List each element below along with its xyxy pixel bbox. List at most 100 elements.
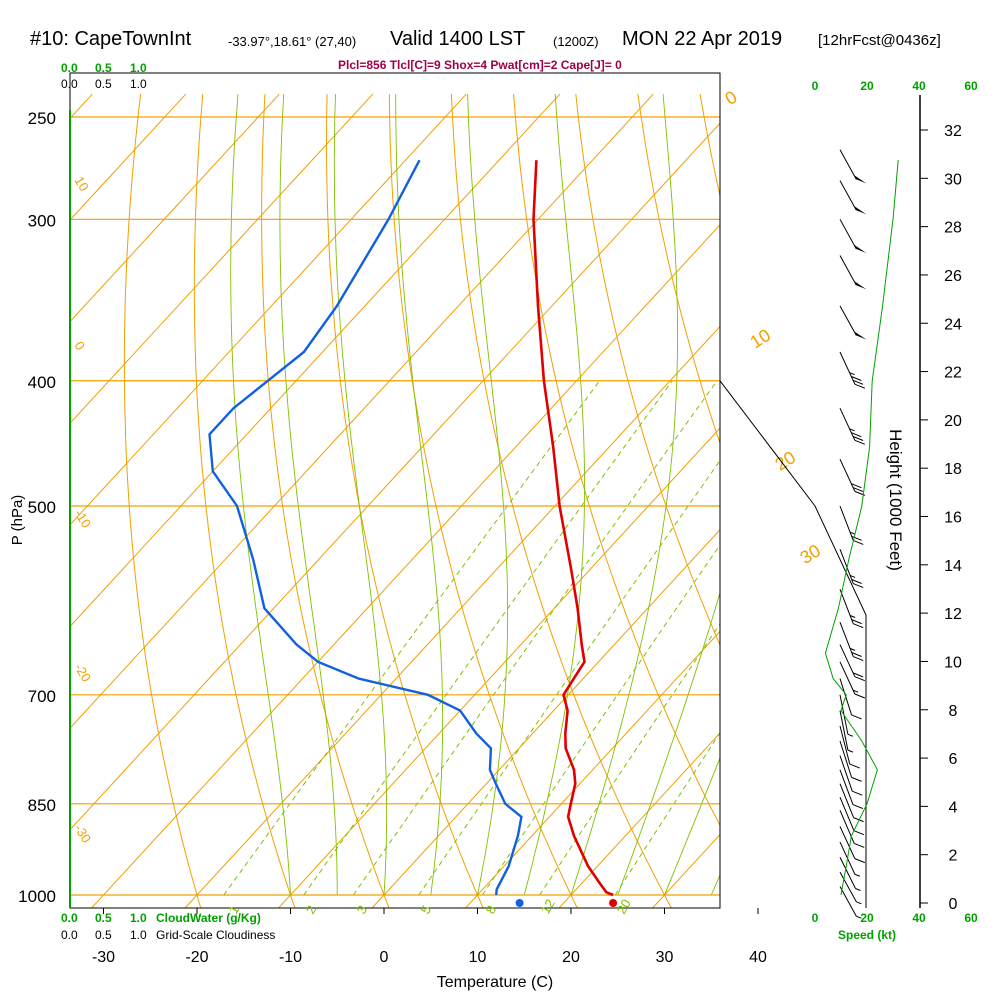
height-tick-label: 26	[944, 268, 962, 285]
speed-bottom-tick: 60	[964, 911, 978, 925]
speed-bottom-tick: 20	[860, 911, 874, 925]
dry-adiabat-line	[388, 94, 578, 908]
moist-adiabat-line	[395, 94, 444, 896]
cloudwater-title: CloudWater (g/Kg)	[156, 911, 261, 925]
moist-adiabat-line	[523, 94, 586, 896]
isotherm-line	[277, 427, 720, 908]
wind-barb	[839, 549, 864, 589]
height-tick-label: 0	[949, 896, 958, 913]
height-tick-label: 12	[944, 606, 962, 623]
speed-top-tick: 20	[860, 79, 874, 93]
temperature-line	[532, 160, 614, 897]
speed-top-tick: 40	[912, 79, 926, 93]
height-tick-label: 6	[949, 751, 958, 768]
dry-adiabat-line	[123, 94, 202, 908]
x-tick-label: -30	[92, 949, 115, 966]
wind-barb	[839, 694, 854, 737]
height-tick-label: 14	[944, 558, 962, 575]
isotherm-line	[70, 93, 654, 729]
wind-barb	[839, 810, 865, 848]
dry-adiabat-line	[575, 94, 720, 646]
height-tick-label: 18	[944, 461, 962, 478]
speed-top-tick: 0	[812, 79, 819, 93]
y-axis-label: P (hPa)	[9, 495, 26, 546]
valid-time: Valid 1400 LST	[390, 28, 526, 50]
height-tick-label: 10	[944, 654, 962, 671]
wind-barb	[839, 857, 861, 891]
isotherm-line	[70, 93, 561, 628]
dry-adiabat-line	[261, 94, 390, 908]
plot-frame	[69, 72, 721, 909]
x-tick-label: 10	[469, 949, 487, 966]
wind-barb	[839, 769, 864, 810]
wind-barb	[839, 180, 867, 215]
surface-temperature-marker	[609, 899, 618, 907]
wind-barb	[839, 725, 860, 769]
isotherm-line	[558, 732, 720, 908]
isotherm-line	[70, 122, 720, 831]
dry-adiabat-line	[637, 94, 720, 445]
height-tick-label: 8	[949, 703, 958, 720]
wind-speed-line	[824, 160, 899, 896]
mixing-ratio-line	[352, 380, 718, 896]
wind-barb	[839, 589, 864, 629]
y-tick-label: 400	[28, 373, 56, 392]
dry-adiabat-line	[762, 94, 1000, 922]
isotherm-line	[70, 93, 374, 424]
zulu-time: (1200Z)	[553, 34, 599, 49]
dewpoint-line	[208, 159, 523, 896]
cloudiness-bottom-tick: 0.0	[61, 928, 78, 942]
dry-adiabat-line	[513, 94, 720, 827]
moist-adiabat-line	[279, 94, 338, 896]
cloudwater-bottom-tick: 0.5	[95, 911, 112, 925]
mixing-ratio-label: 3	[354, 903, 371, 917]
cloudiness-top-tick: 0.0	[61, 77, 78, 91]
moist-adiabat-line	[467, 94, 509, 896]
dry-adiabat-line	[450, 94, 672, 908]
sounding-series	[208, 159, 618, 907]
moist-adiabat-line	[333, 94, 388, 896]
height-tick-label: 30	[944, 171, 962, 188]
wind-barb	[839, 710, 854, 753]
x-axis-label: Temperature (C)	[437, 974, 553, 991]
moist-adiabat-line	[230, 94, 291, 896]
height-tick-label: 28	[944, 220, 962, 237]
cloudwater-top-tick: 1.0	[130, 61, 147, 75]
height-tick-label: 2	[949, 848, 958, 865]
dry-adiabat-label: 10	[71, 174, 91, 194]
isotherm-line	[70, 93, 280, 323]
cloudiness-title: Grid-Scale Cloudiness	[156, 928, 275, 942]
wind-barb	[839, 458, 866, 496]
cloudwater-top-tick: 0.0	[61, 61, 78, 75]
mixing-ratio-label: 5	[418, 903, 435, 917]
wind-barb	[839, 826, 866, 864]
isotherm-label: 20	[772, 447, 800, 475]
y-tick-label: 500	[28, 498, 56, 517]
moist-adiabat-line	[570, 94, 679, 896]
isotherm-line	[651, 833, 720, 908]
wind-barb	[839, 219, 867, 254]
dry-adiabat-line	[325, 94, 484, 908]
isotherm-label: 30	[797, 540, 825, 568]
wind-barb	[839, 871, 862, 905]
mixing-ratio-label: 2	[303, 903, 320, 917]
wind-barb	[839, 505, 864, 545]
cloudiness-top-tick: 0.5	[95, 77, 112, 91]
cloudwater-bottom-tick: 1.0	[130, 911, 147, 925]
wind-barb	[839, 740, 862, 782]
stability-indices: Plcl=856 Tlcl[C]=9 Shox=4 Pwat[cm]=2 Cap…	[338, 58, 622, 72]
moist-adiabat-line	[710, 874, 720, 896]
mixing-ratio-label: 20	[614, 896, 634, 916]
wind-barb	[839, 407, 866, 445]
height-tick-label: 32	[944, 123, 962, 140]
speed-top-tick: 60	[964, 79, 978, 93]
speed-title: Speed (kt)	[838, 928, 896, 942]
moist-adiabat-line	[664, 756, 720, 896]
speed-bottom-tick: 0	[812, 911, 819, 925]
x-tick-label: 30	[656, 949, 674, 966]
plot-border	[69, 72, 721, 909]
mixing-ratio-line	[303, 380, 673, 896]
height-tick-label: 16	[944, 510, 962, 527]
